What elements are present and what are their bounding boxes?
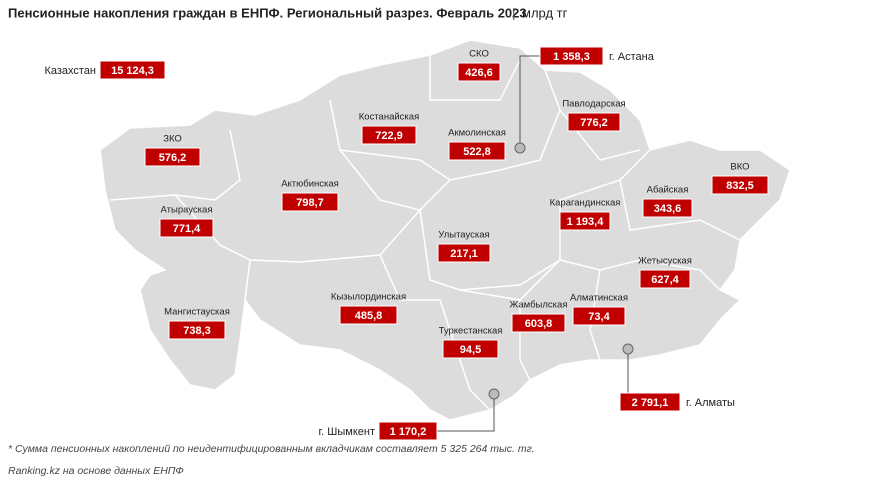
region-value: 1 358,3 — [553, 51, 590, 63]
region-name: ВКО — [730, 162, 749, 173]
region-value: 798,7 — [296, 197, 324, 209]
value-box — [378, 421, 438, 441]
city-marker — [488, 388, 500, 400]
region-name: Казахстан — [44, 65, 96, 77]
value-box — [144, 147, 201, 167]
region-name: г. Алматы — [686, 397, 735, 409]
source: Ranking.kz на основе данных ЕНПФ — [8, 465, 184, 477]
region-value: 94,5 — [460, 344, 481, 356]
value-box — [448, 141, 506, 161]
value-box — [168, 320, 226, 340]
region-value: 738,3 — [183, 325, 211, 337]
value-box — [281, 192, 339, 212]
region-value: 576,2 — [159, 152, 187, 164]
region-value: 776,2 — [580, 117, 608, 129]
region-name: ЗКО — [163, 134, 182, 145]
region-value: 832,5 — [726, 180, 754, 192]
connector — [519, 55, 540, 148]
region-name: Алматинская — [570, 293, 628, 304]
region-value: 426,6 — [465, 67, 493, 79]
value-box — [511, 313, 566, 333]
value-box — [159, 218, 214, 238]
region-name: Актюбинская — [281, 179, 339, 190]
region-name: Улытауская — [438, 230, 489, 241]
region-name: Жетысуская — [638, 256, 692, 267]
region-value: 2 791,1 — [632, 397, 669, 409]
unit: млрд тг — [522, 5, 568, 20]
region-value: 73,4 — [588, 311, 610, 323]
region-name: Атырауская — [161, 205, 213, 216]
city-marker — [622, 343, 634, 355]
region-name: Павлодарская — [562, 99, 625, 110]
region-value: 627,4 — [651, 274, 679, 286]
value-box — [539, 46, 604, 66]
region-name: г. Шымкент — [319, 426, 376, 438]
value-box — [711, 175, 769, 195]
title: Пенсионные накопления граждан в ЕНПФ. Ре… — [8, 5, 527, 20]
region-value: 343,6 — [654, 203, 682, 215]
value-box — [442, 339, 499, 359]
region-name: СКО — [469, 49, 489, 60]
region-name: г. Астана — [609, 51, 655, 63]
value-box — [572, 306, 626, 326]
separator: | — [512, 5, 515, 20]
region-value: 722,9 — [375, 130, 403, 142]
value-box — [339, 305, 398, 325]
value-box — [437, 243, 491, 263]
value-box — [559, 211, 611, 231]
region-name: Абайская — [647, 185, 689, 196]
value-box — [619, 392, 681, 412]
region-name: Кызылординская — [331, 292, 406, 303]
region-value: 771,4 — [173, 223, 201, 235]
value-box — [361, 125, 417, 145]
region-name: Карагандинская — [550, 198, 621, 209]
city-marker — [514, 142, 526, 154]
region-value: 1 170,2 — [390, 426, 427, 438]
region-value: 15 124,3 — [111, 65, 154, 77]
region-value: 485,8 — [355, 310, 383, 322]
region-name: Костанайская — [359, 112, 419, 123]
value-box — [457, 62, 501, 82]
value-box — [642, 198, 693, 218]
region-name: Мангистауская — [164, 307, 230, 318]
footnote: * Сумма пенсионных накоплений по неидент… — [8, 443, 535, 455]
region-value: 217,1 — [450, 248, 478, 260]
region-name: Акмолинская — [448, 128, 506, 139]
region-value: 522,8 — [463, 146, 491, 158]
value-box — [99, 60, 166, 80]
value-box — [567, 112, 621, 132]
value-box — [639, 269, 691, 289]
region-name: Туркестанская — [439, 326, 503, 337]
region-name: Жамбылская — [510, 300, 568, 311]
region-value: 603,8 — [525, 318, 553, 330]
region-value: 1 193,4 — [567, 216, 605, 228]
